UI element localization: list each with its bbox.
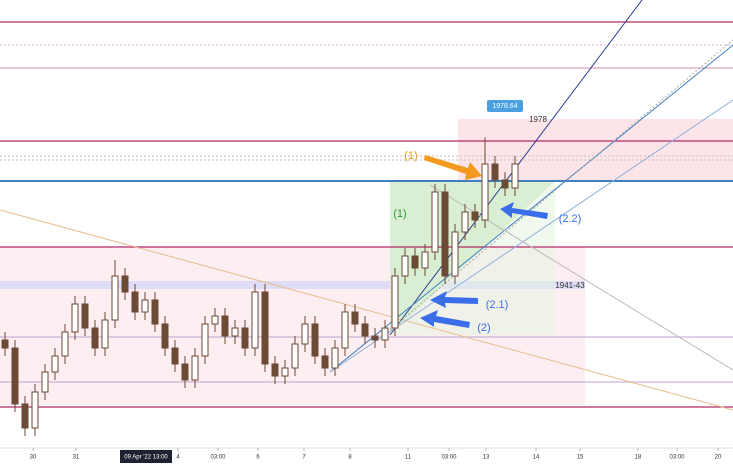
body bbox=[341, 311, 349, 349]
body bbox=[381, 327, 389, 341]
wave-label: (2.2) bbox=[559, 213, 582, 225]
body bbox=[241, 327, 249, 349]
body bbox=[491, 163, 499, 181]
x-tick-label: 15 bbox=[577, 455, 584, 461]
body bbox=[441, 191, 449, 277]
x-tick-label: 03:00 bbox=[210, 455, 226, 461]
x-tick-label: 31 bbox=[73, 455, 80, 461]
zone bbox=[458, 119, 733, 181]
x-tick-label: 11 bbox=[405, 455, 412, 461]
wave-label: (2) bbox=[477, 322, 490, 334]
body bbox=[271, 363, 279, 377]
x-tick-label: 20 bbox=[715, 455, 722, 461]
body bbox=[371, 335, 379, 341]
body bbox=[171, 347, 179, 365]
levels bbox=[0, 21, 733, 408]
level-label: 1941-43 bbox=[555, 281, 585, 290]
body bbox=[21, 403, 29, 429]
body bbox=[111, 275, 119, 321]
body bbox=[501, 179, 509, 189]
x-tick-label: 03:00 bbox=[441, 455, 457, 461]
body bbox=[121, 275, 129, 293]
x-tick-label: 8 bbox=[348, 455, 352, 461]
price-tag: 1978.64 bbox=[492, 103, 517, 110]
body bbox=[181, 363, 189, 381]
body bbox=[431, 191, 439, 253]
body bbox=[81, 303, 89, 329]
arrows bbox=[0, 100, 733, 465]
zone-band bbox=[0, 281, 585, 289]
body bbox=[131, 291, 139, 313]
wave-label: (2.1) bbox=[486, 299, 509, 311]
body bbox=[31, 391, 39, 429]
body bbox=[61, 331, 69, 357]
body bbox=[421, 251, 429, 269]
body bbox=[211, 315, 219, 325]
body bbox=[301, 323, 309, 345]
body bbox=[311, 323, 319, 357]
body bbox=[41, 371, 49, 393]
x-tick-label: 30 bbox=[30, 455, 37, 461]
x-tick-label: 7 bbox=[302, 455, 306, 461]
wave-label: (1) bbox=[393, 208, 406, 220]
body bbox=[261, 291, 269, 365]
body bbox=[281, 367, 289, 377]
body bbox=[461, 211, 469, 233]
x-tick-label: 03:00 bbox=[669, 455, 685, 461]
body bbox=[351, 311, 359, 325]
body bbox=[1, 339, 9, 349]
x-tick-label: 14 bbox=[533, 455, 540, 461]
x-tick-label: 13 bbox=[483, 455, 490, 461]
body bbox=[251, 291, 259, 349]
body bbox=[51, 355, 59, 373]
body bbox=[161, 323, 169, 349]
x-tick-label: 4 bbox=[176, 455, 180, 461]
body bbox=[451, 231, 459, 277]
body bbox=[321, 355, 329, 369]
body bbox=[11, 347, 19, 405]
body bbox=[191, 355, 199, 381]
body bbox=[401, 255, 409, 277]
candles bbox=[1, 137, 519, 436]
body bbox=[481, 163, 489, 221]
body bbox=[151, 299, 159, 325]
crosshair-label: 09 Apr '22 13:00 bbox=[124, 455, 168, 461]
wave-label: (1) bbox=[404, 150, 417, 162]
body bbox=[391, 275, 399, 329]
body bbox=[511, 163, 519, 189]
x-tick-label: 6 bbox=[256, 455, 260, 461]
x-tick-label: 18 bbox=[635, 455, 642, 461]
body bbox=[231, 327, 239, 337]
body bbox=[71, 303, 79, 333]
body bbox=[411, 255, 419, 269]
body bbox=[101, 319, 109, 349]
body bbox=[361, 323, 369, 337]
body bbox=[291, 343, 299, 369]
body bbox=[331, 347, 339, 369]
body bbox=[471, 211, 479, 221]
level-label: 1978 bbox=[529, 115, 547, 124]
body bbox=[91, 327, 99, 349]
body bbox=[201, 323, 209, 357]
body bbox=[221, 315, 229, 337]
body bbox=[141, 299, 149, 313]
